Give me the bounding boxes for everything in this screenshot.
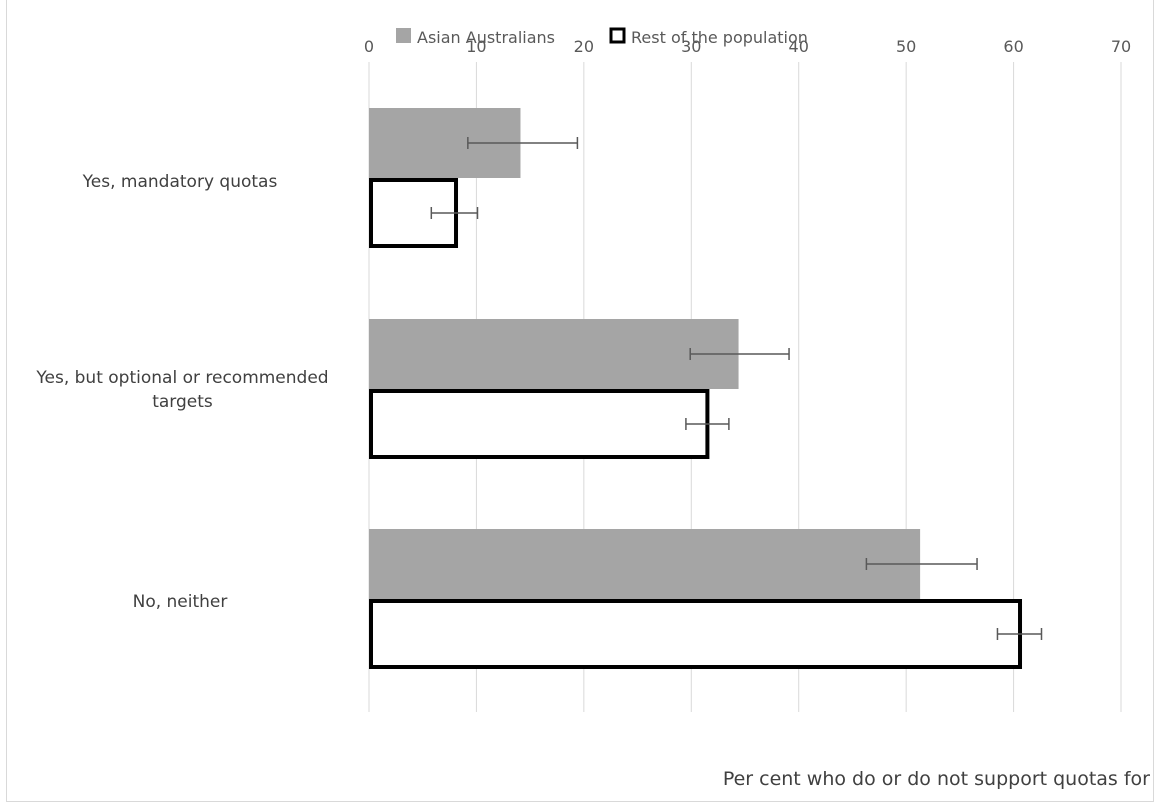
x-tick-label: 30 [681, 37, 701, 56]
legend-label: Rest of the population [631, 28, 808, 47]
bar-asian-australians [369, 319, 739, 389]
category-label: Yes, but optional or recommended targets [36, 368, 329, 412]
x-axis-title: Per cent who do or do not support quotas… [722, 768, 1150, 790]
x-tick-labels: 0 10 20 30 40 50 60 70 [364, 37, 1131, 56]
chart-frame [6, 0, 1154, 802]
bar-rest-of-population [369, 599, 1023, 669]
bars [369, 108, 1023, 669]
x-tick-label: 10 [466, 37, 486, 56]
legend-swatch-asian-australians [396, 28, 411, 43]
x-tick-label: 20 [574, 37, 594, 56]
category-label: No, neither [132, 592, 228, 612]
x-tick-label: 70 [1111, 37, 1131, 56]
category-label: Yes, mandatory quotas [82, 172, 278, 192]
bar-asian-australians [369, 529, 921, 599]
legend-swatch-rest-of-population [609, 27, 626, 44]
bar-rest-of-population [369, 389, 710, 459]
x-tick-label: 40 [789, 37, 809, 56]
x-tick-label: 50 [896, 37, 916, 56]
legend: Asian Australians Rest of the population [396, 27, 808, 47]
legend-label: Asian Australians [417, 28, 555, 47]
error-bars [430, 137, 1043, 640]
x-tick-label: 60 [1003, 37, 1023, 56]
x-tick-label: 0 [364, 37, 374, 56]
